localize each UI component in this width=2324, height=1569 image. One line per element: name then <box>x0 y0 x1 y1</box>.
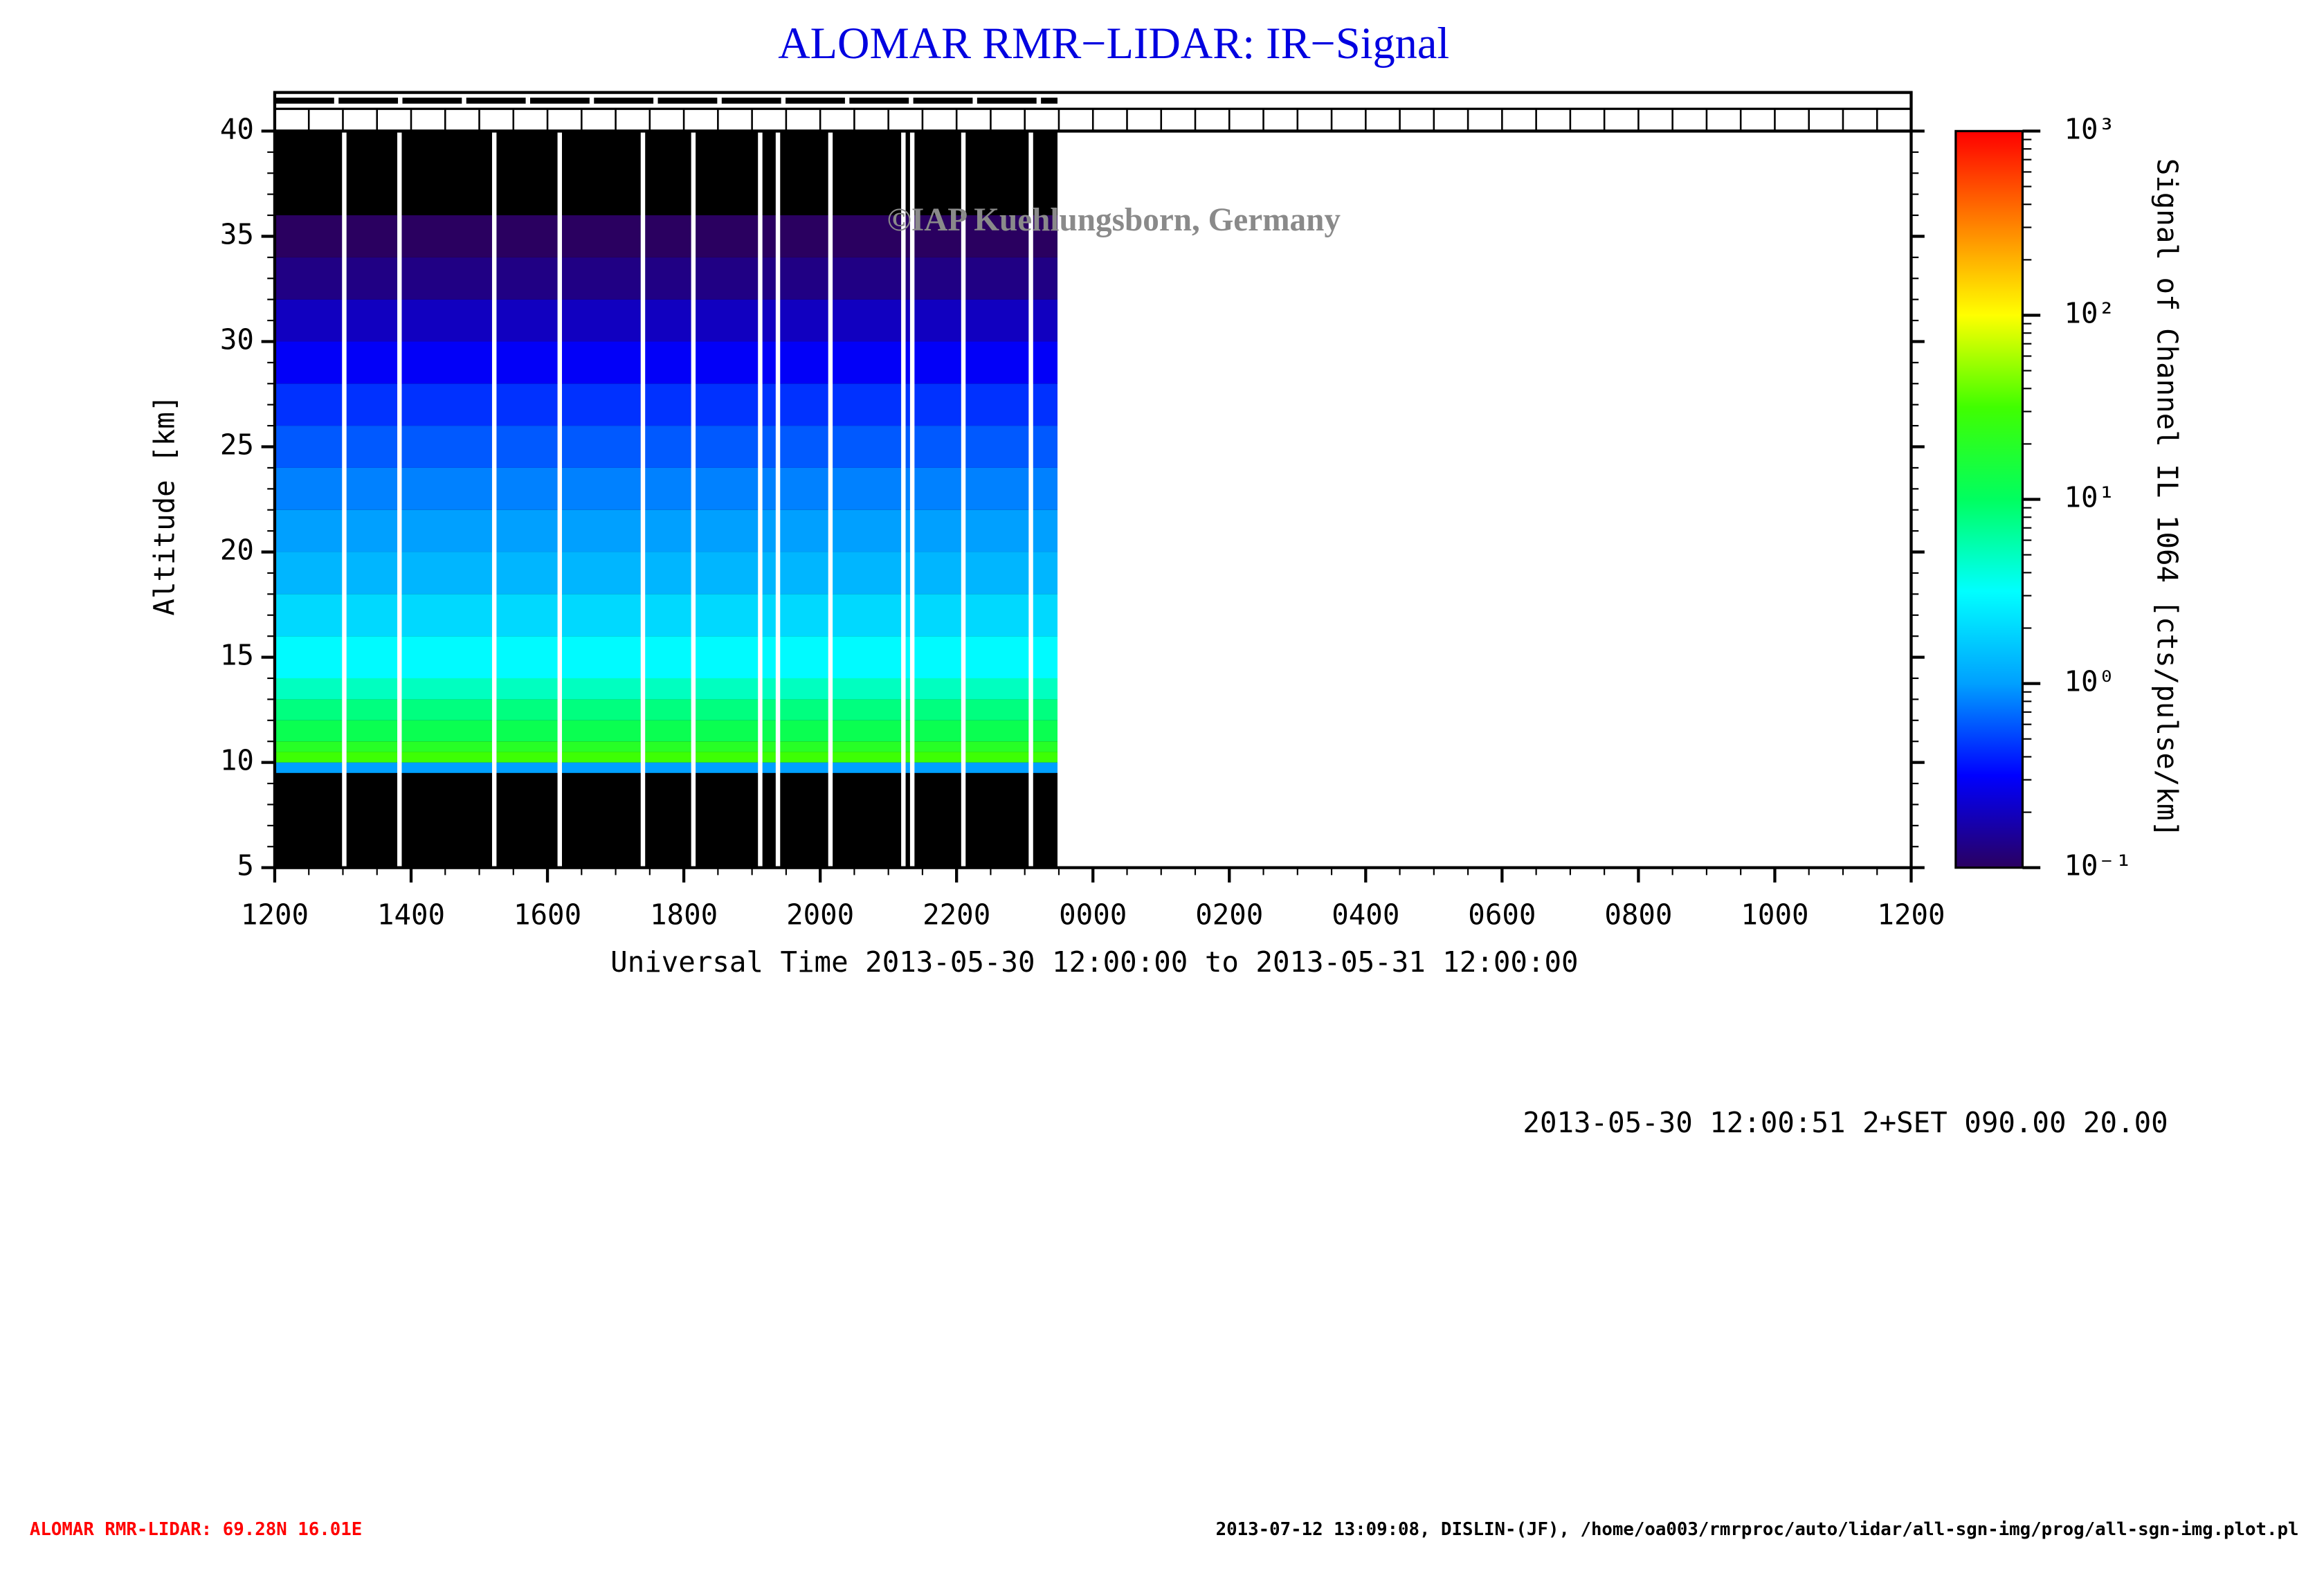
colorbar-label: Signal of Channel IL 1064 [cts/pulse/km] <box>2150 158 2184 837</box>
heatmap-cell <box>274 257 1057 300</box>
y-tick-label: 20 <box>220 534 254 567</box>
heatmap-cell <box>274 720 1057 742</box>
colorbar <box>1954 129 2024 869</box>
heatmap-cell <box>274 741 1057 752</box>
chart-title: ALOMAR RMR−LIDAR: IR−Signal <box>778 19 1449 68</box>
footer-left: ALOMAR RMR-LIDAR: 69.28N 16.01E <box>30 1519 362 1540</box>
heatmap-cell <box>274 678 1057 700</box>
heatmap-cell <box>274 509 1057 552</box>
x-tick-label: 0600 <box>1468 898 1536 931</box>
x-tick-label: 0200 <box>1195 898 1263 931</box>
colorbar-tick-label: 10⁻¹ <box>2064 849 2132 882</box>
heatmap-cell <box>274 636 1057 678</box>
colorbar-tick-label: 10⁰ <box>2064 665 2116 698</box>
info-text: 2013-05-30 12:00:51 2+SET 090.00 20.00 <box>1523 1106 2168 1139</box>
x-tick-label: 1400 <box>377 898 445 931</box>
heatmap-cell <box>274 426 1057 468</box>
x-tick-label: 0400 <box>1332 898 1399 931</box>
x-tick-label: 0800 <box>1604 898 1672 931</box>
heatmap-cell <box>274 699 1057 720</box>
heatmap-cell <box>274 752 1057 763</box>
heatmap-cell <box>274 215 1057 257</box>
colorbar-tick-label: 10¹ <box>2064 481 2116 514</box>
heatmap-cell <box>274 299 1057 342</box>
heatmap-cell <box>274 383 1057 426</box>
x-tick-label: 1600 <box>514 898 581 931</box>
y-tick-label: 30 <box>220 323 254 356</box>
y-tick-label: 35 <box>220 217 254 251</box>
x-tick-label: 1800 <box>650 898 718 931</box>
heatmap-cell <box>274 552 1057 595</box>
watermark: ©IAP Kuehlungsborn, Germany <box>887 202 1341 238</box>
y-tick-label: 10 <box>220 744 254 777</box>
x-tick-label: 2000 <box>786 898 854 931</box>
x-tick-label: 1000 <box>1741 898 1808 931</box>
heatmap-cell <box>274 173 1057 216</box>
heatmap-cell <box>274 467 1057 510</box>
y-tick-label: 5 <box>237 849 254 882</box>
x-tick-label: 0000 <box>1059 898 1127 931</box>
x-tick-label: 2200 <box>923 898 990 931</box>
y-axis-label: Altitude [km] <box>147 395 181 616</box>
y-tick-label: 40 <box>220 112 254 145</box>
heatmap-cell <box>274 131 1057 174</box>
x-tick-label: 1200 <box>1877 898 1945 931</box>
footer-right: 2013-07-12 13:09:08, DISLIN-(JF), /home/… <box>1216 1519 2299 1540</box>
heatmap-cell <box>274 762 1057 773</box>
y-tick-label: 25 <box>220 428 254 462</box>
colorbar-tick-label: 10² <box>2064 296 2116 329</box>
heatmap-cell <box>274 594 1057 637</box>
heatmap-cell <box>274 341 1057 384</box>
colorbar-tick-label: 10³ <box>2064 112 2116 145</box>
x-tick-label: 1200 <box>241 898 309 931</box>
x-axis-label: Universal Time 2013-05-30 12:00:00 to 20… <box>610 945 1578 979</box>
y-tick-label: 15 <box>220 639 254 672</box>
